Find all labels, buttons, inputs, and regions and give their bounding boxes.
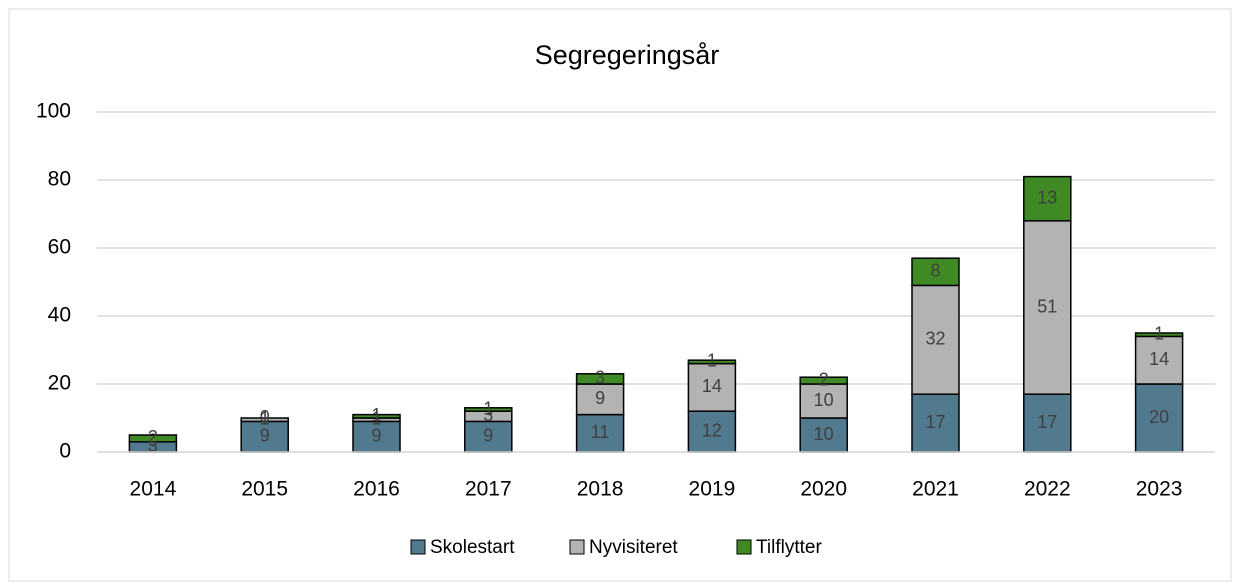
- bar-segment: [128, 434, 178, 443]
- bar-segment: [1023, 220, 1072, 395]
- x-tick-label: 2016: [353, 478, 400, 501]
- data-label: 17: [925, 412, 945, 432]
- legend-label: Skolestart: [430, 537, 515, 558]
- data-label: 0: [260, 407, 270, 427]
- y-tick-label: 60: [48, 236, 71, 259]
- data-label: 10: [814, 390, 834, 410]
- y-tick-label: 0: [59, 440, 71, 463]
- x-tick-label: 2023: [1136, 478, 1183, 501]
- bar-segment: [1134, 332, 1184, 338]
- bar-segment: [799, 376, 848, 385]
- bar-segment: [687, 359, 737, 365]
- data-label: 14: [702, 376, 722, 396]
- legend-label: Tilflytter: [756, 537, 822, 558]
- data-label: 9: [595, 388, 605, 408]
- bar-segment: [1023, 393, 1072, 453]
- data-label: 1: [483, 398, 493, 418]
- x-tick-label: 2014: [130, 478, 177, 501]
- data-label: 20: [1149, 407, 1169, 427]
- bar-segment: [911, 257, 960, 287]
- data-label: 8: [930, 261, 940, 281]
- data-label: 2: [819, 369, 829, 389]
- data-label: 1: [371, 405, 381, 425]
- legend-swatch: [736, 539, 752, 555]
- bar-segment: [799, 417, 848, 453]
- data-label: 10: [814, 424, 834, 444]
- data-label: 1: [707, 351, 717, 371]
- x-tick-label: 2018: [577, 478, 624, 501]
- legend-swatch: [410, 539, 426, 555]
- bar-segment: [687, 362, 737, 412]
- x-tick-label: 2021: [912, 478, 959, 501]
- data-label: 1: [1154, 323, 1164, 343]
- bar-segment: [1134, 335, 1184, 385]
- x-tick-label: 2022: [1024, 478, 1071, 501]
- data-label: 3: [148, 436, 158, 456]
- bar-segment: [1023, 175, 1072, 222]
- y-tick-label: 40: [48, 304, 71, 327]
- bar-segment: [464, 407, 513, 412]
- x-tick-label: 2019: [689, 478, 736, 501]
- data-label: 14: [1149, 349, 1169, 369]
- x-tick-label: 2017: [465, 478, 512, 501]
- legend-label: Nyvisiteret: [589, 537, 678, 558]
- bar-segment: [575, 383, 625, 416]
- bar-segment: [799, 383, 848, 419]
- data-label: 17: [1037, 412, 1057, 432]
- bar-segment: [240, 417, 289, 423]
- y-tick-label: 100: [36, 100, 71, 123]
- legend-swatch: [569, 539, 585, 555]
- data-label: 9: [260, 425, 270, 445]
- y-tick-label: 20: [48, 372, 71, 395]
- data-label: 11: [591, 422, 610, 442]
- x-tick-label: 2015: [241, 478, 288, 501]
- data-label: 3: [595, 368, 605, 388]
- y-tick-label: 80: [48, 168, 71, 191]
- bar-segment: [687, 410, 737, 453]
- data-label: 3: [483, 405, 493, 425]
- data-label: 9: [371, 425, 381, 445]
- data-label: 12: [702, 420, 722, 440]
- bar-segment: [575, 373, 625, 385]
- x-tick-label: 2020: [800, 478, 847, 501]
- data-label: 1: [260, 408, 270, 428]
- data-label: 9: [483, 425, 493, 445]
- chart-title: Segregeringsår: [535, 40, 720, 70]
- data-label: 2: [148, 427, 158, 447]
- data-label: 32: [925, 329, 945, 349]
- bar-segment: [575, 413, 625, 453]
- data-label: 13: [1037, 187, 1057, 207]
- data-label: 51: [1037, 296, 1057, 316]
- bar-segment: [352, 413, 401, 419]
- bar-segment: [911, 284, 960, 395]
